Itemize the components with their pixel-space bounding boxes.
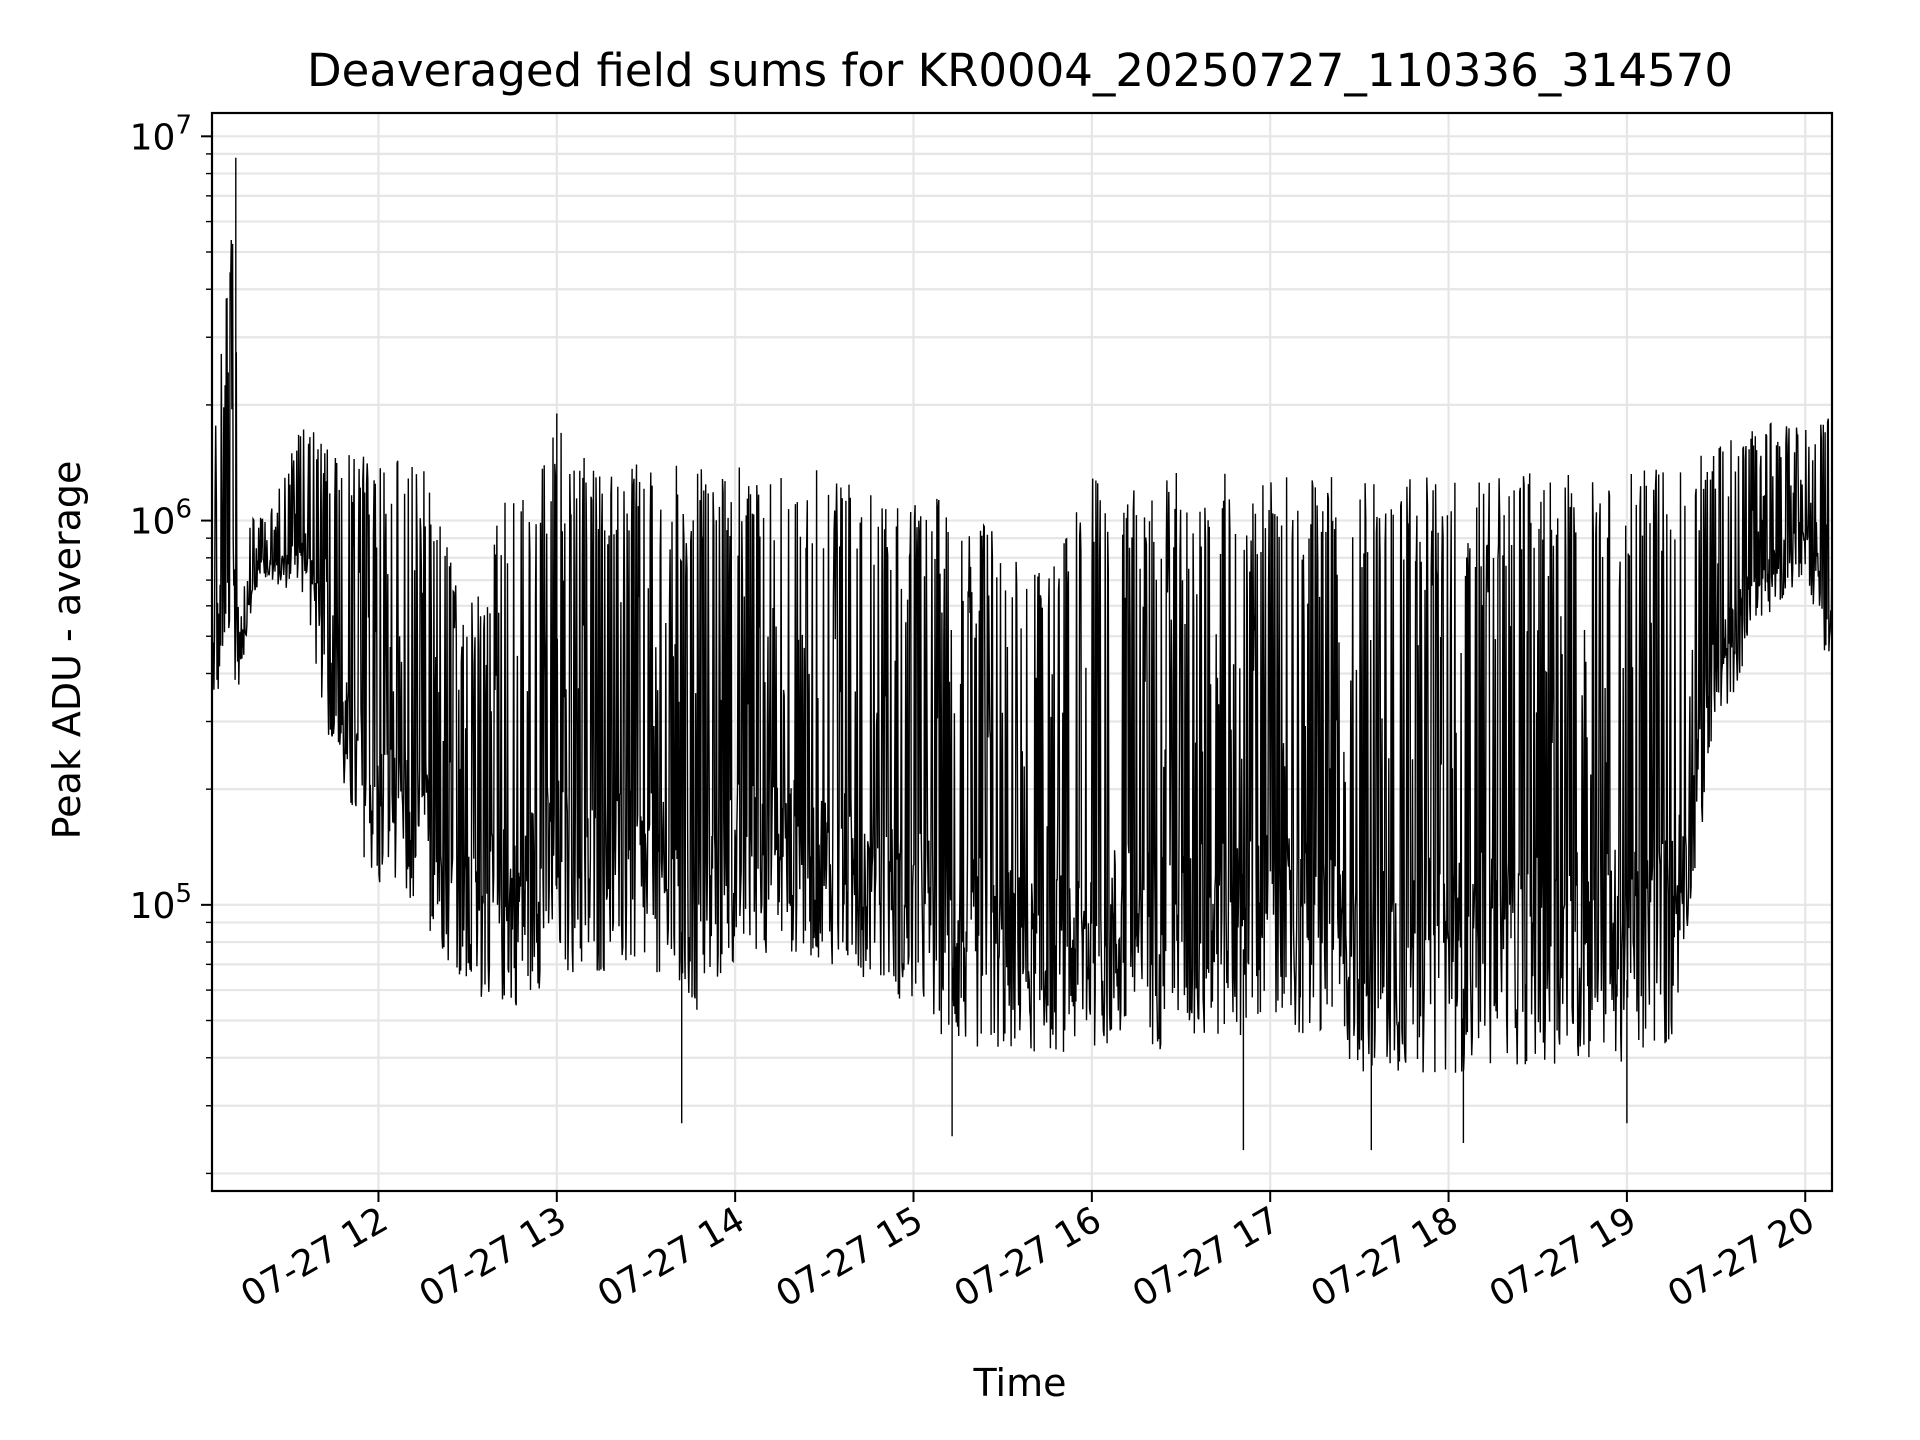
x-axis-label: Time xyxy=(973,1361,1067,1405)
plot-frame xyxy=(210,111,1834,1193)
x-tick-label: 07-27 15 xyxy=(769,1199,930,1315)
x-tick-label: 07-27 13 xyxy=(413,1199,574,1315)
x-tick-label: 07-27 18 xyxy=(1304,1199,1465,1315)
y-tick-label: 107 xyxy=(130,110,192,158)
y-axis-label: Peak ADU - average xyxy=(45,461,89,840)
y-tick-label-base: 10 xyxy=(130,502,176,543)
x-tick-label: 07-27 20 xyxy=(1661,1199,1822,1315)
series-path xyxy=(212,157,1832,1151)
x-tick-label: 07-27 19 xyxy=(1483,1199,1644,1315)
y-tick-label-exponent: 5 xyxy=(175,879,192,909)
y-tick-label: 105 xyxy=(130,879,192,927)
y-tick-label-exponent: 6 xyxy=(175,495,192,525)
x-tick-label: 07-27 12 xyxy=(234,1199,395,1315)
axis-ticks xyxy=(201,135,1807,1202)
y-tick-label-base: 10 xyxy=(130,117,176,158)
chart-title: Deaveraged field sums for KR0004_2025072… xyxy=(307,44,1733,97)
x-tick-label: 07-27 17 xyxy=(1126,1199,1287,1315)
series-line xyxy=(212,157,1832,1151)
x-tick-label: 07-27 16 xyxy=(948,1199,1109,1315)
y-tick-label: 106 xyxy=(130,495,192,543)
y-tick-label-base: 10 xyxy=(130,886,176,927)
x-tick-label: 07-27 14 xyxy=(591,1199,752,1315)
y-tick-label-exponent: 7 xyxy=(175,110,192,140)
